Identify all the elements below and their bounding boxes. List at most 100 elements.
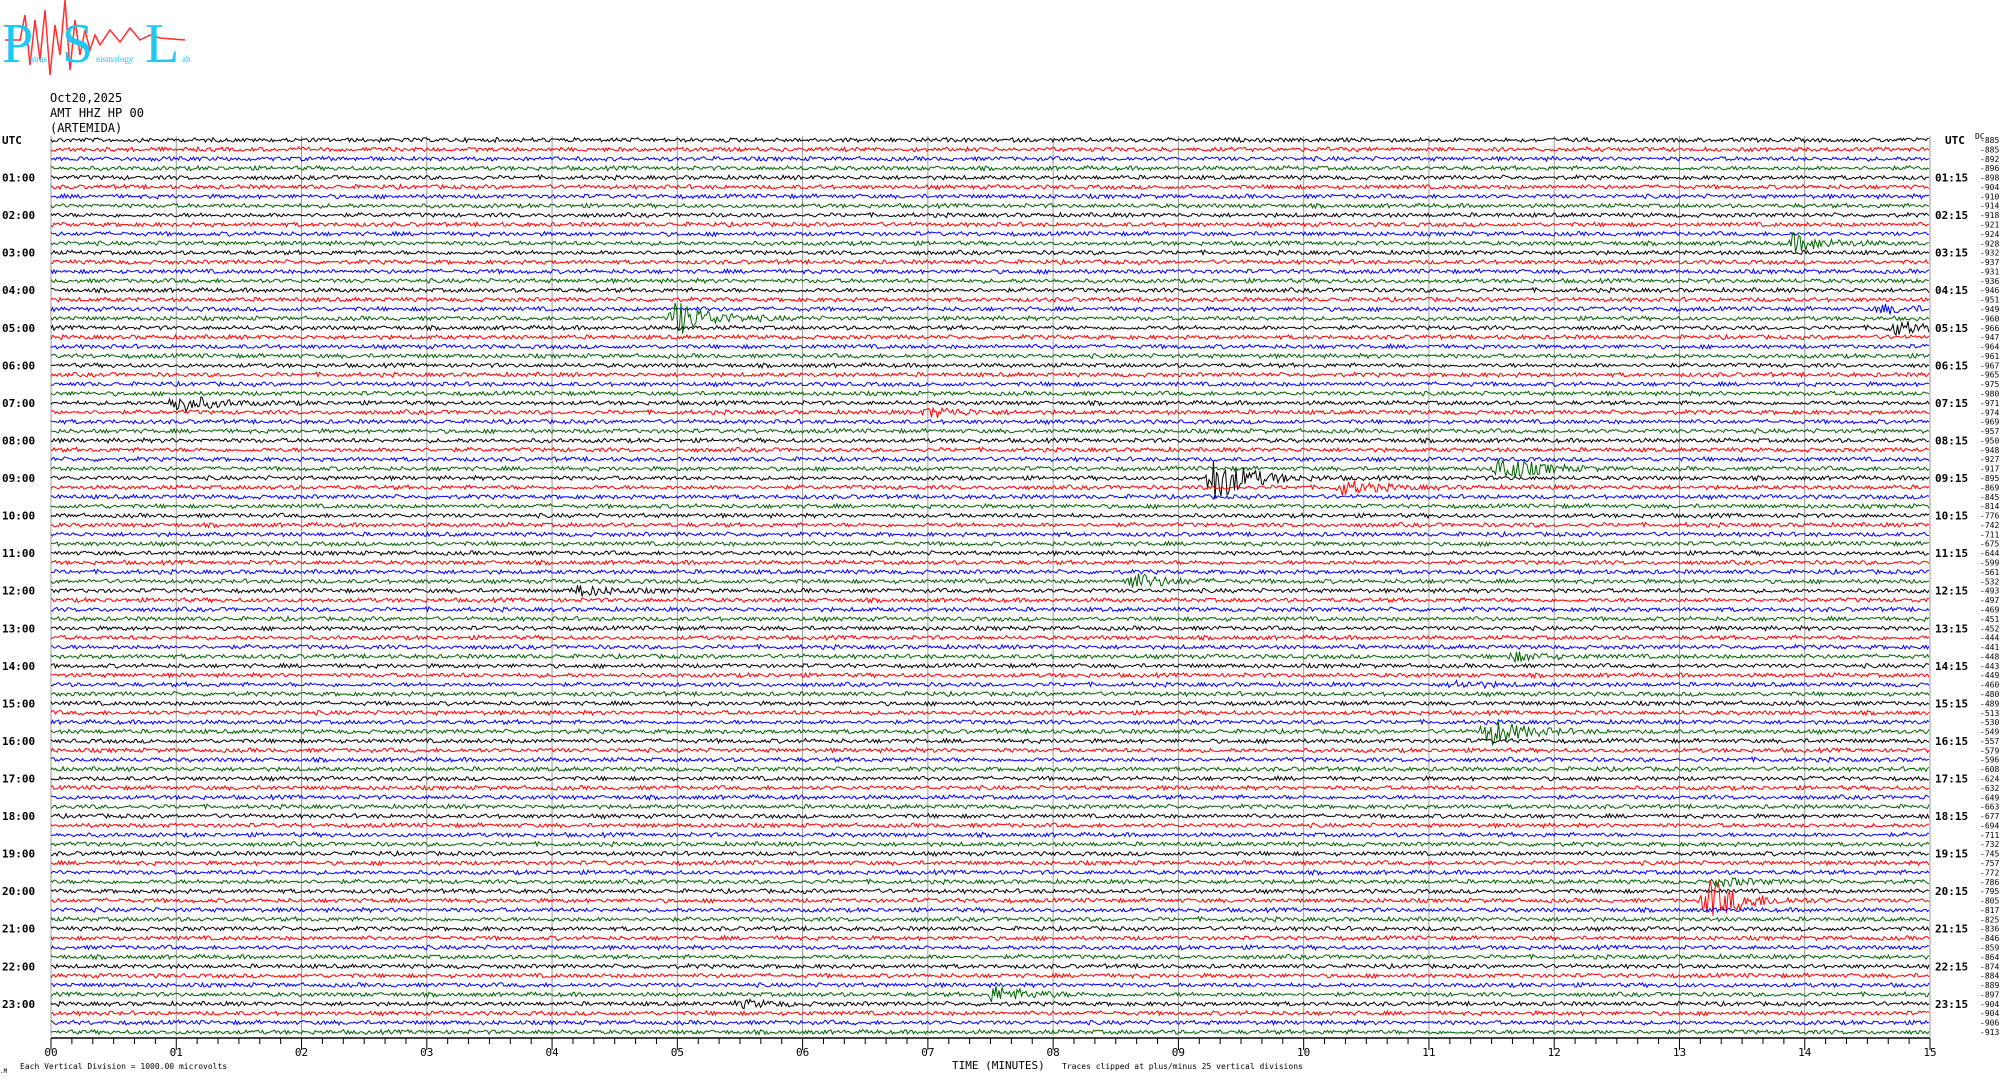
- dc-offset-label: -732: [1980, 840, 1999, 849]
- hour-label-left: 02:00: [2, 209, 35, 222]
- hour-label-right: 04:15: [1935, 284, 1968, 297]
- trace-row-12: [50, 248, 1930, 257]
- trace-row-49: [50, 596, 1930, 604]
- hour-label-left: 19:00: [2, 848, 35, 861]
- hour-label-left: 08:00: [2, 434, 35, 447]
- trace-row-59: [51, 690, 1930, 698]
- trace-row-55: [50, 651, 1930, 664]
- trace-row-69: [50, 784, 1930, 792]
- trace-row-51: [50, 615, 1930, 623]
- dc-offset-label: -874: [1980, 962, 1999, 971]
- dc-offset-label: -965: [1980, 371, 1999, 380]
- logo-word-3: ab: [182, 54, 191, 64]
- trace-row-11: [50, 232, 1930, 253]
- hour-label-left: 04:00: [2, 284, 35, 297]
- trace-row-35: [50, 459, 1930, 478]
- trace-row-46: [50, 568, 1930, 576]
- footer-mark: .M: [0, 1068, 8, 1075]
- dc-offset-label: -711: [1980, 530, 1999, 539]
- dc-offset-label: -644: [1980, 549, 1999, 558]
- dc-offset-label: -817: [1980, 906, 1999, 915]
- dc-offset-label: -694: [1980, 821, 1999, 830]
- trace-row-38: [50, 493, 1930, 501]
- dc-offset-label: -932: [1980, 249, 1999, 258]
- trace-row-27: [50, 390, 1930, 398]
- hour-label-left: 17:00: [2, 772, 35, 785]
- trace-row-6: [50, 192, 1930, 200]
- dc-offset-label: -489: [1980, 699, 1999, 708]
- dc-offset-label: -795: [1980, 887, 1999, 896]
- hour-label-right: 01:15: [1935, 172, 1968, 185]
- x-tick-label: 07: [921, 1046, 934, 1059]
- trace-row-44: [50, 549, 1930, 557]
- dc-header: DC: [1975, 132, 1985, 141]
- trace-row-65: [50, 746, 1930, 754]
- trace-row-67: [50, 765, 1930, 773]
- dc-offset-label: -946: [1980, 286, 1999, 295]
- trace-row-66: [50, 756, 1930, 764]
- logo-letter-p: P: [2, 13, 33, 75]
- trace-row-39: [50, 502, 1930, 510]
- dc-offset-label: -892: [1980, 155, 1999, 164]
- trace-row-74: [50, 831, 1929, 839]
- trace-row-50: [50, 605, 1930, 613]
- dc-offset-label: -677: [1980, 812, 1999, 821]
- trace-row-86: [50, 943, 1930, 952]
- dc-offset-label: -448: [1980, 652, 1999, 661]
- hour-label-left: 14:00: [2, 660, 35, 673]
- trace-row-90: [50, 981, 1930, 989]
- dc-offset-label: -969: [1980, 418, 1999, 427]
- dc-offset-label: -513: [1980, 709, 1999, 718]
- trace-row-95: [50, 1028, 1930, 1036]
- hour-label-right: 16:15: [1935, 735, 1968, 748]
- dc-offset-label: -950: [1980, 436, 1999, 445]
- utc-label-right: UTC: [1945, 134, 1965, 147]
- hour-label-left: 13:00: [2, 622, 35, 635]
- dc-offset-label: -947: [1980, 333, 1999, 342]
- hour-label-left: 21:00: [2, 923, 35, 936]
- trace-row-4: [51, 173, 1929, 181]
- trace-row-89: [50, 972, 1930, 980]
- dc-offset-label: -786: [1980, 878, 1999, 887]
- trace-row-79: [50, 877, 1930, 888]
- trace-row-17: [50, 295, 1930, 304]
- x-tick-label: 04: [545, 1046, 559, 1059]
- hour-label-right: 23:15: [1935, 998, 1968, 1011]
- dc-offset-label: -742: [1980, 521, 1999, 530]
- hour-label-left: 12:00: [2, 585, 35, 598]
- dc-offset-label: -914: [1980, 202, 1999, 211]
- dc-offset-label: -904: [1980, 1000, 1999, 1009]
- dc-offset-label: -966: [1980, 324, 1999, 333]
- dc-offset-label: -896: [1980, 164, 1999, 173]
- hour-label-right: 12:15: [1935, 585, 1968, 598]
- dc-offset-label: -961: [1980, 352, 1999, 361]
- hour-label-right: 17:15: [1935, 772, 1968, 785]
- trace-row-41: [50, 521, 1930, 529]
- trace-row-63: [50, 721, 1930, 747]
- trace-row-52: [50, 624, 1930, 632]
- dc-offset-label: -859: [1980, 943, 1999, 952]
- hour-label-left: 05:00: [2, 322, 35, 335]
- hour-label-right: 21:15: [1935, 923, 1968, 936]
- dc-offset-label: -805: [1980, 897, 1999, 906]
- trace-row-33: [50, 446, 1930, 454]
- dc-offset-label: -632: [1980, 784, 1999, 793]
- hour-label-right: 20:15: [1935, 885, 1968, 898]
- trace-row-20: [50, 320, 1930, 337]
- trace-row-13: [50, 258, 1930, 266]
- trace-row-73: [50, 822, 1930, 830]
- hour-label-left: 01:00: [2, 172, 35, 185]
- trace-row-82: [50, 906, 1930, 914]
- dc-offset-label: -927: [1980, 455, 1999, 464]
- dc-offset-label: -579: [1980, 746, 1999, 755]
- dc-offset-label: -532: [1980, 577, 1999, 586]
- x-tick-label: 11: [1422, 1046, 1435, 1059]
- dc-offset-label: -561: [1980, 568, 1999, 577]
- hour-label-left: 20:00: [2, 885, 35, 898]
- x-tick-label: 10: [1297, 1046, 1310, 1059]
- trace-row-28: [50, 396, 1930, 414]
- dc-offset-label: -980: [1980, 390, 1999, 399]
- trace-row-56: [50, 662, 1930, 670]
- trace-row-1: [50, 145, 1930, 153]
